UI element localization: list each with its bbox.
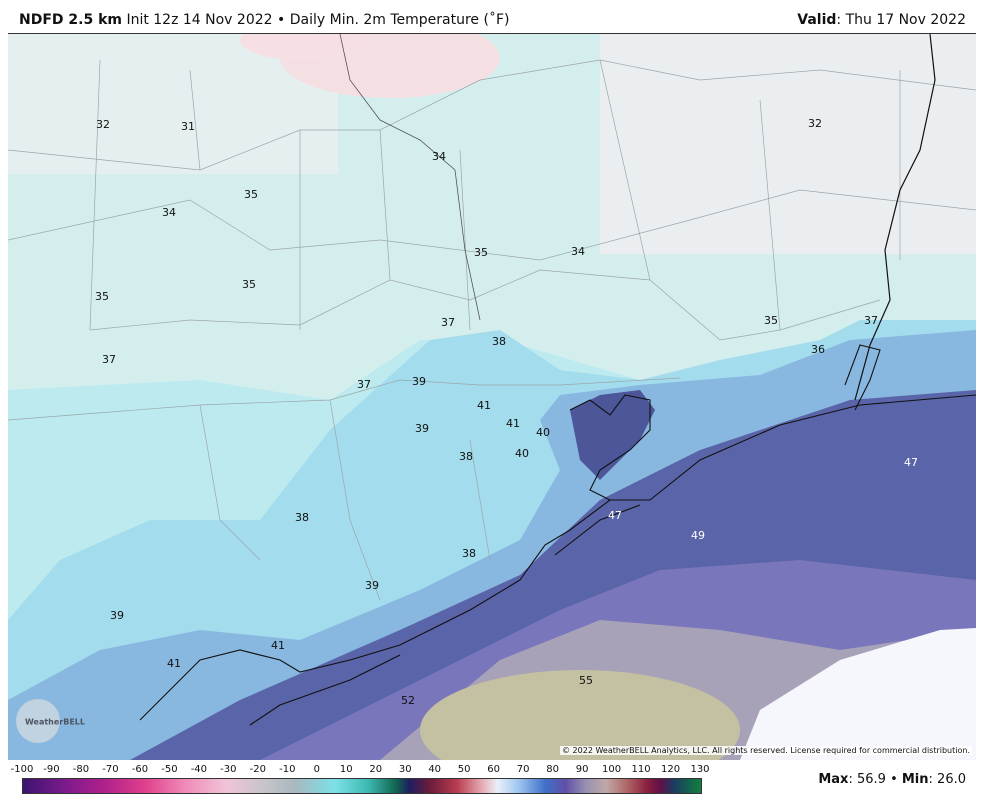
temp-label: 52 bbox=[401, 694, 415, 707]
model: NDFD 2.5 km bbox=[19, 12, 122, 28]
temp-label: 41 bbox=[167, 657, 181, 670]
temp-label: 38 bbox=[462, 547, 476, 560]
temp-label: 38 bbox=[492, 335, 506, 348]
header-left: NDFD 2.5 km Init 12z 14 Nov 2022 • Daily… bbox=[19, 12, 509, 28]
max-label: Max bbox=[818, 772, 849, 787]
colorbar-tick: -40 bbox=[190, 764, 208, 775]
colorbar-tick: 30 bbox=[398, 764, 412, 775]
colorbar-tick: 120 bbox=[660, 764, 681, 775]
temp-label: 40 bbox=[536, 426, 550, 439]
temp-label: 47 bbox=[608, 509, 622, 522]
colorbar-tick: 70 bbox=[516, 764, 530, 775]
valid-label: Valid bbox=[797, 12, 837, 28]
temp-label: 40 bbox=[515, 447, 529, 460]
temp-label: 34 bbox=[162, 206, 176, 219]
temp-label: 55 bbox=[579, 674, 593, 687]
min-label: Min bbox=[901, 772, 929, 787]
colorbar-tick: -80 bbox=[72, 764, 90, 775]
temp-label: 37 bbox=[441, 316, 455, 329]
map: WeatherBELL 32 31 34 32 35 34 35 34 35 35 37 38 35 37… bbox=[8, 34, 976, 760]
colorbar-tick: 20 bbox=[369, 764, 383, 775]
temp-label: 31 bbox=[181, 120, 195, 133]
temp-label: 47 bbox=[904, 456, 918, 469]
temp-label: 35 bbox=[95, 290, 109, 303]
colorbar-ticks: -100 -90 -80 -70 -60 -50 -40 -30 -20 -10 0 10 20 30 40… bbox=[0, 764, 984, 778]
temp-label: 38 bbox=[459, 450, 473, 463]
colorbar-tick: 90 bbox=[575, 764, 589, 775]
colorbar-tick: 0 bbox=[313, 764, 320, 775]
colorbar-tick: -90 bbox=[43, 764, 60, 775]
temp-label: 38 bbox=[295, 511, 309, 524]
colorbar-tick: 100 bbox=[602, 764, 622, 775]
colorbar bbox=[22, 778, 702, 794]
temp-label: 39 bbox=[365, 579, 379, 592]
temp-label: 35 bbox=[764, 314, 778, 327]
temp-label: 49 bbox=[691, 529, 705, 542]
colorbar-tick: -30 bbox=[220, 764, 237, 775]
valid-value: : Thu 17 Nov 2022 bbox=[836, 12, 966, 28]
colorbar-tick: -20 bbox=[249, 764, 266, 775]
temp-label: 32 bbox=[96, 118, 110, 131]
temp-label: 35 bbox=[474, 246, 488, 259]
temp-label: 32 bbox=[808, 117, 822, 130]
init: Init 12z 14 Nov 2022 bbox=[126, 12, 273, 28]
temp-label: 39 bbox=[110, 609, 124, 622]
logo: WeatherBELL bbox=[25, 718, 85, 727]
colorbar-tick: -100 bbox=[10, 764, 34, 775]
field: Daily Min. 2m Temperature (˚F) bbox=[289, 12, 510, 28]
separator: • bbox=[277, 12, 286, 28]
colorbar-tick: 10 bbox=[339, 764, 353, 775]
header-right: Valid: Thu 17 Nov 2022 bbox=[797, 12, 966, 28]
temp-label: 37 bbox=[357, 378, 371, 391]
colorbar-tick: -60 bbox=[131, 764, 149, 775]
temp-label: 35 bbox=[242, 278, 256, 291]
colorbar-tick: 60 bbox=[487, 764, 501, 775]
max-value: : 56.9 bbox=[848, 772, 886, 787]
colorbar-tick: -70 bbox=[102, 764, 119, 775]
temp-label: 36 bbox=[811, 343, 825, 356]
min-value: : 26.0 bbox=[928, 772, 966, 787]
colorbar-tick: -10 bbox=[279, 764, 296, 775]
temp-label: 41 bbox=[477, 399, 491, 412]
colorbar-tick: 110 bbox=[631, 764, 651, 775]
colorbar-tick: 130 bbox=[690, 764, 710, 775]
temp-label: 37 bbox=[864, 314, 878, 327]
temp-label: 41 bbox=[271, 639, 285, 652]
colorbar-tick: 80 bbox=[546, 764, 559, 775]
temp-label: 34 bbox=[571, 245, 585, 258]
temp-label: 35 bbox=[244, 188, 258, 201]
temp-label: 37 bbox=[102, 353, 116, 366]
temp-label: 41 bbox=[506, 417, 520, 430]
max-min: Max: 56.9 • Min: 26.0 bbox=[818, 772, 966, 787]
rule bbox=[8, 33, 976, 34]
temp-label: 34 bbox=[432, 150, 446, 163]
colorbar-tick: 40 bbox=[428, 764, 442, 775]
colorbar-tick: -50 bbox=[161, 764, 178, 775]
copyright: © 2022 WeatherBELL Analytics, LLC. All r… bbox=[560, 746, 972, 755]
separator: • bbox=[890, 772, 898, 787]
colorbar-tick: 50 bbox=[457, 764, 471, 775]
temp-label: 39 bbox=[412, 375, 426, 388]
temp-label: 39 bbox=[415, 422, 429, 435]
